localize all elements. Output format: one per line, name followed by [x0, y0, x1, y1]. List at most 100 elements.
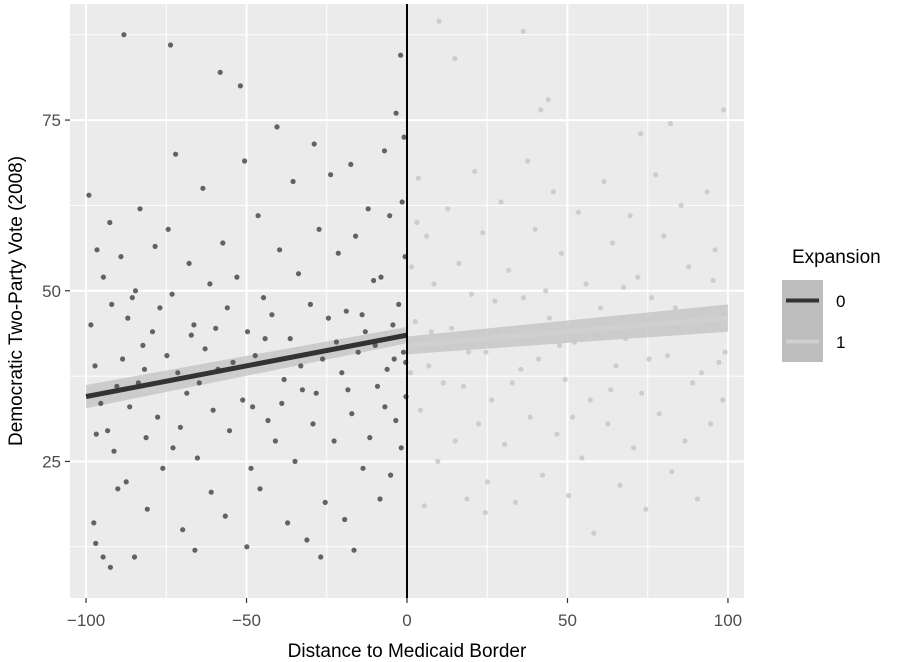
data-point-0 [355, 349, 361, 355]
data-point-0 [226, 428, 233, 434]
data-point-0 [120, 356, 126, 362]
data-point-1 [617, 482, 623, 488]
data-point-0 [143, 435, 149, 441]
data-point-1 [445, 206, 451, 212]
data-points [86, 18, 728, 570]
data-point-0 [384, 366, 390, 372]
data-point-0 [160, 465, 166, 471]
data-point-0 [399, 199, 405, 205]
data-point-1 [417, 407, 424, 413]
data-point-0 [320, 356, 326, 362]
data-point-0 [252, 353, 258, 359]
data-point-1 [608, 387, 614, 393]
data-point-1 [502, 441, 508, 447]
data-point-0 [242, 158, 248, 164]
data-point-0 [164, 353, 170, 359]
data-point-1 [665, 353, 671, 359]
data-point-1 [424, 233, 430, 239]
data-point-1 [545, 97, 551, 103]
data-point-0 [144, 506, 150, 512]
data-point-1 [421, 503, 427, 509]
data-point-0 [152, 243, 158, 249]
data-point-1 [538, 107, 544, 113]
data-point-1 [571, 339, 578, 345]
data-point-0 [240, 397, 246, 403]
data-point-0 [274, 124, 280, 130]
fit-lines [85, 315, 729, 400]
data-point-1 [627, 213, 633, 219]
data-point-1 [643, 506, 649, 512]
data-point-1 [492, 298, 498, 304]
data-point-0 [115, 486, 121, 492]
data-point-1 [408, 264, 415, 270]
legend-label: 1 [836, 333, 845, 352]
data-point-0 [149, 329, 156, 335]
data-point-0 [248, 465, 254, 471]
data-point-0 [265, 417, 271, 424]
data-point-0 [118, 254, 124, 260]
legend-title: Expansion [792, 247, 881, 268]
data-point-0 [307, 301, 313, 307]
data-point-0 [345, 387, 351, 393]
data-point-0 [390, 322, 396, 328]
data-point-0 [88, 322, 94, 328]
data-point-0 [169, 291, 175, 297]
data-point-0 [220, 240, 226, 246]
data-point-1 [460, 383, 467, 389]
data-point-1 [426, 363, 432, 369]
data-point-0 [298, 363, 304, 369]
data-point-0 [170, 445, 176, 451]
data-point-1 [414, 219, 420, 226]
data-point-0 [299, 387, 305, 393]
data-point-0 [381, 148, 388, 154]
data-point-0 [269, 312, 275, 318]
data-point-0 [311, 141, 317, 147]
data-point-0 [234, 274, 240, 280]
data-point-1 [452, 56, 458, 62]
data-point-0 [86, 192, 92, 198]
data-point-0 [349, 411, 355, 417]
data-point-0 [237, 83, 243, 89]
data-point-0 [335, 250, 341, 256]
data-point-1 [407, 370, 414, 376]
legend-label: 0 [836, 292, 845, 311]
data-point-1 [489, 397, 495, 403]
data-point-0 [194, 455, 200, 461]
data-point-1 [613, 363, 619, 369]
data-point-0 [186, 260, 192, 266]
data-point-0 [351, 547, 357, 553]
data-point-0 [387, 213, 393, 219]
data-point-0 [292, 458, 298, 464]
data-point-1 [646, 356, 652, 362]
data-point-0 [202, 346, 208, 352]
data-point-0 [398, 52, 404, 58]
data-point-0 [114, 383, 120, 389]
y-tick-label: 25 [42, 452, 61, 471]
data-point-0 [322, 499, 328, 505]
data-point-1 [556, 342, 563, 348]
data-point-0 [290, 178, 296, 185]
data-point-0 [105, 428, 111, 434]
data-point-0 [165, 226, 171, 232]
data-point-0 [371, 277, 377, 284]
data-point-1 [712, 247, 718, 253]
data-point-0 [295, 271, 302, 277]
data-point-0 [244, 544, 250, 550]
data-point-1 [635, 274, 641, 280]
data-point-1 [520, 28, 526, 34]
data-point-1 [708, 421, 714, 427]
data-point-0 [250, 404, 256, 410]
data-point-0 [343, 308, 349, 314]
data-point-1 [550, 189, 557, 195]
data-point-0 [325, 315, 331, 321]
x-tick-label: 50 [558, 611, 577, 630]
data-point-1 [678, 202, 684, 208]
data-point-1 [601, 178, 607, 185]
data-point-1 [669, 469, 675, 475]
data-point-0 [192, 547, 198, 553]
data-point-0 [316, 226, 322, 232]
data-point-0 [131, 554, 138, 560]
data-point-0 [285, 520, 291, 526]
data-point-1 [415, 175, 421, 181]
data-point-0 [400, 349, 407, 355]
